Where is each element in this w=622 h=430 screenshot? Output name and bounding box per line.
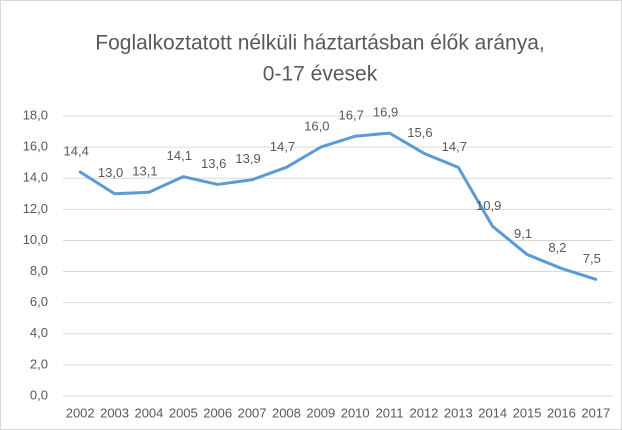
x-tick-label: 2010	[341, 405, 370, 420]
data-label: 14,4	[64, 143, 89, 158]
y-tick-label: 4,0	[30, 325, 48, 340]
x-tick-label: 2009	[306, 405, 335, 420]
x-tick-label: 2002	[66, 405, 95, 420]
data-label: 8,2	[548, 240, 566, 255]
data-label: 10,9	[476, 198, 501, 213]
x-tick-label: 2013	[444, 405, 473, 420]
data-label: 16,9	[373, 105, 398, 120]
data-label: 14,7	[270, 139, 295, 154]
y-tick-label: 2,0	[30, 356, 48, 371]
data-label: 9,1	[514, 226, 532, 241]
x-tick-label: 2012	[409, 405, 438, 420]
data-label: 16,0	[304, 119, 329, 134]
y-tick-label: 14,0	[23, 170, 48, 185]
x-tick-label: 2007	[238, 405, 267, 420]
data-label: 7,5	[583, 251, 601, 266]
data-label: 13,0	[98, 165, 123, 180]
y-tick-label: 0,0	[30, 387, 48, 402]
y-tick-label: 8,0	[30, 263, 48, 278]
data-label: 13,9	[235, 151, 260, 166]
x-tick-label: 2015	[513, 405, 542, 420]
data-label: 15,6	[407, 125, 432, 140]
chart-title: 0-17 évesek	[263, 63, 378, 86]
line	[78, 131, 598, 281]
x-tick-label: 2006	[203, 405, 232, 420]
data-label: 14,1	[167, 148, 192, 163]
x-tick-label: 2014	[478, 405, 507, 420]
x-tick-label: 2003	[100, 405, 129, 420]
data-label: 13,1	[132, 164, 157, 179]
data-label: 16,7	[339, 108, 364, 123]
y-tick-label: 12,0	[23, 201, 48, 216]
data-label: 13,6	[201, 156, 226, 171]
y-tick-label: 10,0	[23, 232, 48, 247]
y-tick-label: 18,0	[23, 107, 48, 122]
x-tick-label: 2011	[376, 405, 404, 420]
x-tick-label: 2016	[547, 405, 576, 420]
y-tick-label: 6,0	[30, 294, 48, 309]
x-tick-label: 2004	[134, 405, 163, 420]
x-tick-label: 2017	[581, 405, 610, 420]
y-tick-label: 16,0	[23, 139, 48, 154]
x-tick-label: 2005	[169, 405, 198, 420]
data-label: 14,7	[442, 139, 467, 154]
chart-title: Foglalkoztatott nélküli háztartásban élő…	[95, 32, 544, 55]
x-tick-label: 2008	[272, 405, 301, 420]
